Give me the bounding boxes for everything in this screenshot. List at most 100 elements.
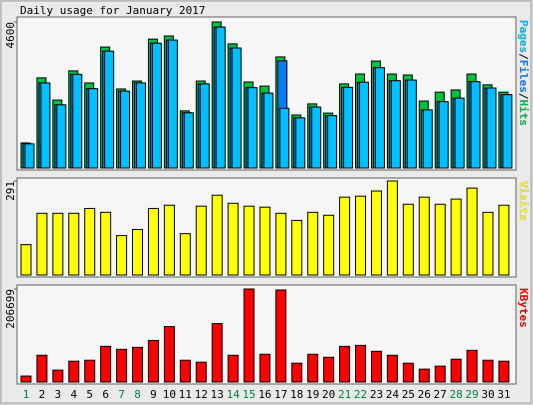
bar [434, 365, 446, 383]
x-tick-label: 28 [449, 388, 462, 401]
bar [56, 104, 67, 169]
bar [482, 359, 494, 383]
bar [370, 190, 382, 276]
legend-entry: Pages [517, 20, 530, 53]
bar [183, 112, 194, 169]
bar [263, 92, 274, 169]
x-tick-label: 26 [418, 388, 431, 401]
bar [243, 288, 255, 383]
bar [215, 26, 226, 169]
bar [486, 87, 497, 169]
bar [359, 81, 370, 169]
bar [502, 94, 513, 169]
y-tick-label: 4600 [4, 22, 17, 49]
bar [291, 362, 303, 383]
x-tick-label: 10 [163, 388, 176, 401]
bar [386, 354, 398, 383]
bar [147, 207, 159, 276]
bar [374, 67, 385, 169]
bar [418, 368, 430, 383]
x-tick-label: 2 [39, 388, 46, 401]
bar [84, 207, 96, 276]
bar [355, 195, 367, 276]
bar [295, 117, 306, 169]
x-tick-label: 18 [290, 388, 303, 401]
x-tick-label: 9 [150, 388, 157, 401]
bar [52, 369, 64, 383]
bar [199, 83, 210, 169]
legend-entry: Files [517, 60, 530, 93]
bar [167, 39, 178, 169]
bar [211, 194, 223, 276]
bar [24, 143, 35, 169]
bar [386, 180, 398, 276]
bar [291, 219, 303, 276]
bar [151, 42, 162, 169]
legend-separator: / [517, 53, 530, 60]
bar [339, 196, 351, 276]
bar [470, 81, 481, 169]
x-tick-label: 24 [386, 388, 400, 401]
bar [466, 187, 478, 276]
bar [68, 212, 80, 276]
x-tick-label: 12 [195, 388, 208, 401]
bar [259, 206, 271, 276]
bar [195, 361, 207, 383]
bar [231, 47, 242, 169]
x-tick-label: 5 [86, 388, 93, 401]
bar [307, 211, 319, 276]
x-tick-label: 11 [179, 388, 192, 401]
bar [275, 289, 287, 383]
x-tick-label: 4 [70, 388, 77, 401]
x-tick-label: 14 [226, 388, 240, 401]
bar [227, 202, 239, 276]
x-tick-label: 8 [134, 388, 141, 401]
legend: KBytes [517, 288, 530, 328]
x-tick-label: 30 [481, 388, 494, 401]
bar [104, 50, 115, 169]
x-tick-label: 29 [465, 388, 478, 401]
bar [163, 204, 175, 276]
bar [311, 106, 322, 169]
x-tick-label: 20 [322, 388, 335, 401]
bar [323, 214, 335, 276]
bar [450, 198, 462, 276]
bar [211, 323, 223, 383]
bar [36, 212, 48, 276]
bar [422, 109, 433, 169]
bar [163, 326, 175, 383]
bar [390, 80, 401, 169]
bar [434, 203, 446, 276]
x-tick-label: 25 [402, 388, 415, 401]
bar [275, 212, 287, 276]
bar [355, 344, 367, 383]
bar [20, 244, 32, 276]
bar [307, 353, 319, 383]
legend: Pages/Files/Hits [517, 20, 530, 126]
x-tick-label: 16 [258, 388, 271, 401]
x-tick-label: 31 [497, 388, 510, 401]
bar [418, 196, 430, 276]
bar [20, 375, 32, 383]
bar [179, 359, 191, 383]
x-tick-label: 19 [306, 388, 319, 401]
legend: Visits [517, 181, 530, 221]
bar [247, 87, 258, 169]
bar [100, 211, 112, 276]
x-tick-label: 17 [274, 388, 287, 401]
bar [259, 353, 271, 383]
bar [120, 90, 131, 169]
bar [370, 350, 382, 383]
bar [72, 73, 83, 169]
bar [100, 345, 112, 383]
bar [327, 115, 338, 169]
x-tick-label: 23 [370, 388, 383, 401]
bar [343, 86, 354, 169]
bar [450, 358, 462, 383]
x-tick-label: 13 [211, 388, 224, 401]
bar [116, 235, 128, 276]
bar [179, 233, 191, 276]
bar [36, 354, 48, 383]
x-tick-label: 7 [118, 388, 125, 401]
